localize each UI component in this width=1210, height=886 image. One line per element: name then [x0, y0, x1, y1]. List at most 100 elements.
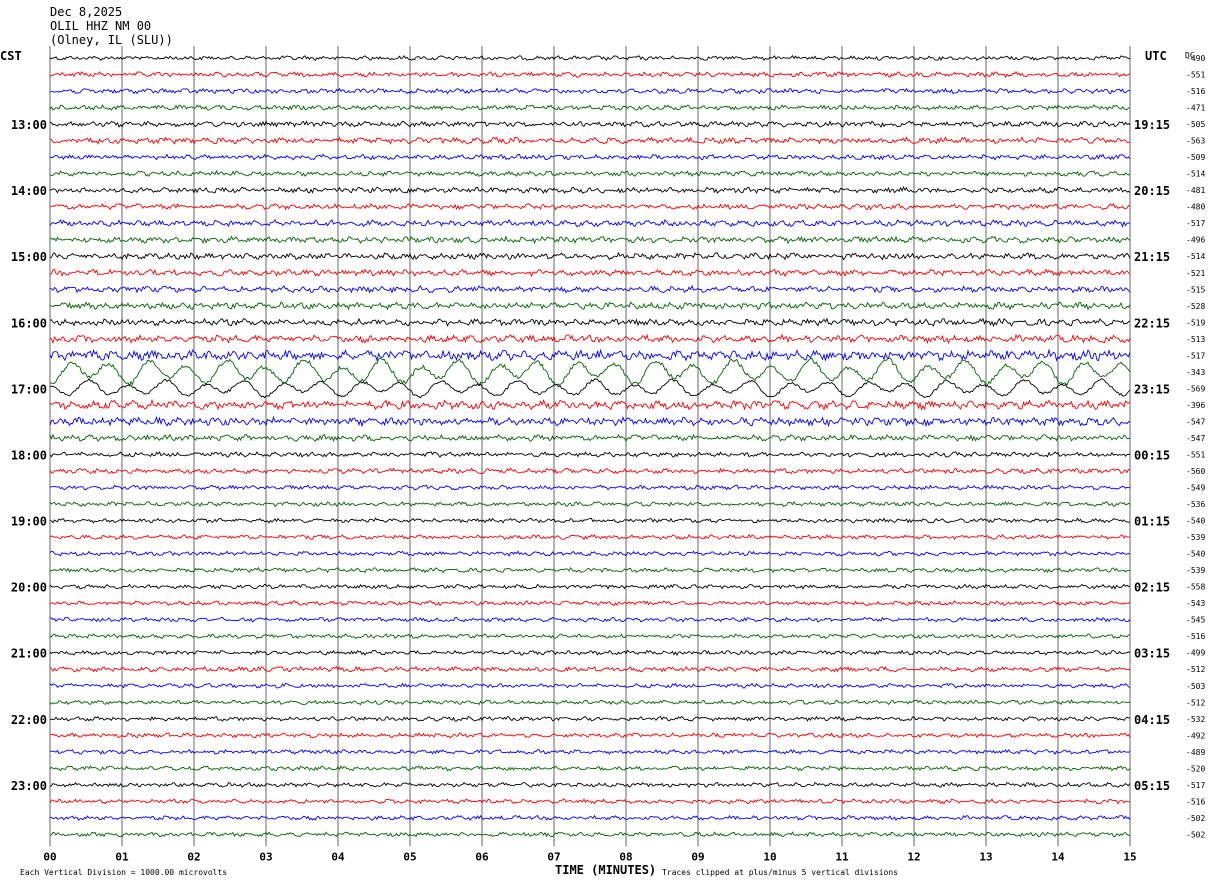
dc-offset-label: -558 — [1186, 583, 1205, 592]
dc-offset-label: -540 — [1186, 517, 1205, 526]
trace-row — [49, 186, 1131, 195]
trace-row — [49, 136, 1131, 145]
utc-time-label: 03:15 — [1134, 647, 1170, 661]
cst-time-label: 15:00 — [11, 250, 47, 264]
cst-time-label: 17:00 — [11, 382, 47, 396]
trace-row — [49, 665, 1131, 673]
dc-offset-label: -492 — [1186, 731, 1205, 740]
dc-offset-label: -396 — [1186, 401, 1205, 410]
trace-row — [49, 533, 1131, 541]
dc-offset-label: -551 — [1186, 450, 1205, 459]
trace-row — [49, 103, 1131, 111]
dc-offset-label: -503 — [1186, 682, 1205, 691]
trace-row — [49, 781, 1131, 789]
dc-offset-label: -505 — [1186, 120, 1205, 129]
dc-offset-label: -547 — [1186, 434, 1205, 443]
dc-offset-label: -539 — [1186, 566, 1205, 575]
trace-row — [49, 715, 1131, 722]
trace-row — [49, 333, 1131, 345]
utc-time-label: 20:15 — [1134, 184, 1170, 198]
trace-row — [49, 415, 1131, 428]
trace-row — [49, 219, 1131, 228]
utc-time-label: 02:15 — [1134, 581, 1170, 595]
dc-offset-label: -549 — [1186, 484, 1205, 493]
trace-row — [49, 732, 1131, 739]
utc-time-label: 22:15 — [1134, 316, 1170, 330]
trace-row — [49, 649, 1131, 656]
trace-row — [49, 398, 1131, 411]
dc-offset-label: -480 — [1186, 203, 1205, 212]
trace-row — [49, 633, 1130, 640]
dc-offset-label: -513 — [1186, 335, 1205, 344]
dc-offset-label: -516 — [1186, 87, 1205, 96]
dc-offset-label: -481 — [1186, 186, 1205, 195]
trace-row — [49, 377, 1131, 399]
cst-time-label: 13:00 — [11, 118, 47, 132]
x-tick-label: 14 — [1051, 850, 1065, 863]
x-tick-label: 02 — [187, 850, 200, 863]
utc-time-labels: 19:15 20:15 21:15 22:15 23:15 00:15 01:15 02:15… — [1134, 118, 1170, 793]
dc-offset-label: -509 — [1186, 153, 1205, 162]
header-station: OLIL HHZ NM 00 — [50, 19, 152, 33]
trace-row — [49, 517, 1131, 524]
trace-row — [49, 814, 1131, 822]
dc-offset-label: -528 — [1186, 302, 1205, 311]
cst-time-label: 23:00 — [11, 779, 47, 793]
dc-offset-label: -514 — [1186, 252, 1205, 261]
x-tick-label: 10 — [763, 850, 776, 863]
utc-time-label: 21:15 — [1134, 250, 1170, 264]
trace-row — [49, 467, 1131, 475]
cst-time-label: 18:00 — [11, 448, 47, 462]
clip-note: Traces clipped at plus/minus 5 vertical … — [662, 868, 899, 877]
dc-offset-label: -516 — [1186, 797, 1205, 806]
cst-time-label: 14:00 — [11, 184, 47, 198]
trace-row — [49, 433, 1131, 443]
utc-time-label: 23:15 — [1134, 382, 1170, 396]
trace-row — [49, 698, 1131, 706]
trace-row — [49, 765, 1131, 772]
x-tick-label: 07 — [547, 850, 560, 863]
minute-gridlines — [49, 46, 1131, 847]
header-date: Dec 8,2025 — [50, 5, 123, 19]
dc-offset-label: -343 — [1186, 368, 1205, 377]
dc-offset-label: -560 — [1186, 467, 1205, 476]
dc-offset-label: -521 — [1186, 269, 1205, 278]
scale-note: Each Vertical Division = 1000.00 microvo… — [20, 868, 228, 877]
dc-offset-label: -490 — [1186, 54, 1205, 63]
trace-row — [49, 87, 1131, 95]
dc-offset-label: -569 — [1186, 384, 1205, 393]
x-tick-label: 01 — [115, 850, 129, 863]
dc-offset-label: -516 — [1186, 632, 1205, 641]
dc-offset-label: -502 — [1186, 814, 1205, 823]
dc-offset-label: -520 — [1186, 764, 1205, 773]
trace-row — [49, 169, 1131, 178]
x-tick-label: 00 — [43, 850, 56, 863]
trace-row — [49, 235, 1131, 245]
dc-offset-label: -502 — [1186, 830, 1205, 839]
dc-offset-label: -517 — [1186, 351, 1205, 360]
utc-time-label: 04:15 — [1134, 713, 1170, 727]
trace-row — [49, 70, 1131, 79]
dc-offset-label: -532 — [1186, 715, 1205, 724]
cst-time-labels: 13:00 14:00 15:00 16:00 17:00 18:00 19:00 20:00… — [11, 118, 47, 793]
utc-time-label: 05:15 — [1134, 779, 1170, 793]
trace-row — [49, 566, 1131, 574]
trace-row — [49, 357, 1131, 388]
right-axis-title: UTC — [1145, 49, 1167, 63]
trace-row — [49, 798, 1131, 805]
dc-offset-label: -551 — [1186, 71, 1205, 80]
cst-time-label: 21:00 — [11, 647, 47, 661]
dc-offset-label: -512 — [1186, 698, 1205, 707]
trace-row — [49, 348, 1131, 362]
x-tick-label: 13 — [979, 850, 992, 863]
trace-row — [49, 54, 1131, 61]
trace-row — [49, 616, 1131, 623]
cst-time-label: 20:00 — [11, 581, 47, 595]
trace-row — [49, 120, 1131, 128]
dc-header: DC — [1185, 51, 1195, 60]
dc-offset-label: -519 — [1186, 318, 1205, 327]
x-axis-title: TIME (MINUTES) — [555, 863, 656, 877]
x-tick-label: 03 — [259, 850, 272, 863]
dc-offset-label: -563 — [1186, 137, 1205, 146]
